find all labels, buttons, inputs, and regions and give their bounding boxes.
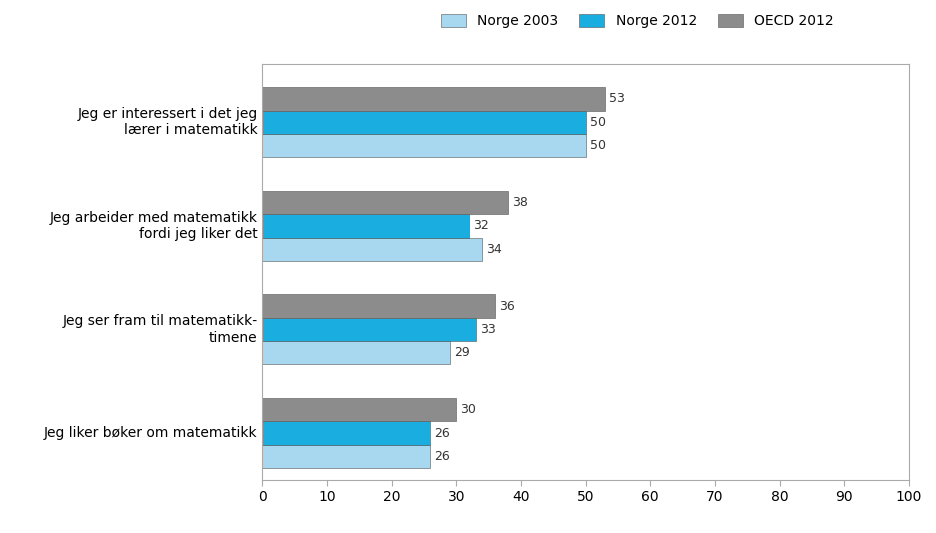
Text: 32: 32 bbox=[473, 220, 489, 232]
Text: 26: 26 bbox=[434, 426, 449, 440]
Bar bbox=[262, 341, 449, 365]
Text: 36: 36 bbox=[499, 300, 514, 313]
Text: 53: 53 bbox=[608, 92, 624, 106]
Bar bbox=[262, 191, 507, 214]
Bar bbox=[262, 318, 475, 341]
Bar bbox=[262, 295, 494, 318]
Bar bbox=[262, 238, 482, 261]
Bar bbox=[262, 398, 456, 422]
Text: 38: 38 bbox=[511, 196, 527, 209]
Bar bbox=[262, 87, 605, 110]
Text: 50: 50 bbox=[589, 116, 605, 129]
Bar bbox=[262, 422, 430, 445]
Text: 50: 50 bbox=[589, 139, 605, 152]
Legend: Norge 2003, Norge 2012, OECD 2012: Norge 2003, Norge 2012, OECD 2012 bbox=[435, 9, 838, 34]
Text: 33: 33 bbox=[479, 323, 495, 336]
Text: 26: 26 bbox=[434, 450, 449, 463]
Bar bbox=[262, 445, 430, 468]
Text: 34: 34 bbox=[486, 243, 502, 256]
Bar bbox=[262, 134, 585, 157]
Text: 29: 29 bbox=[453, 346, 469, 359]
Text: 30: 30 bbox=[460, 403, 475, 416]
Bar bbox=[262, 110, 585, 134]
Bar bbox=[262, 214, 469, 238]
